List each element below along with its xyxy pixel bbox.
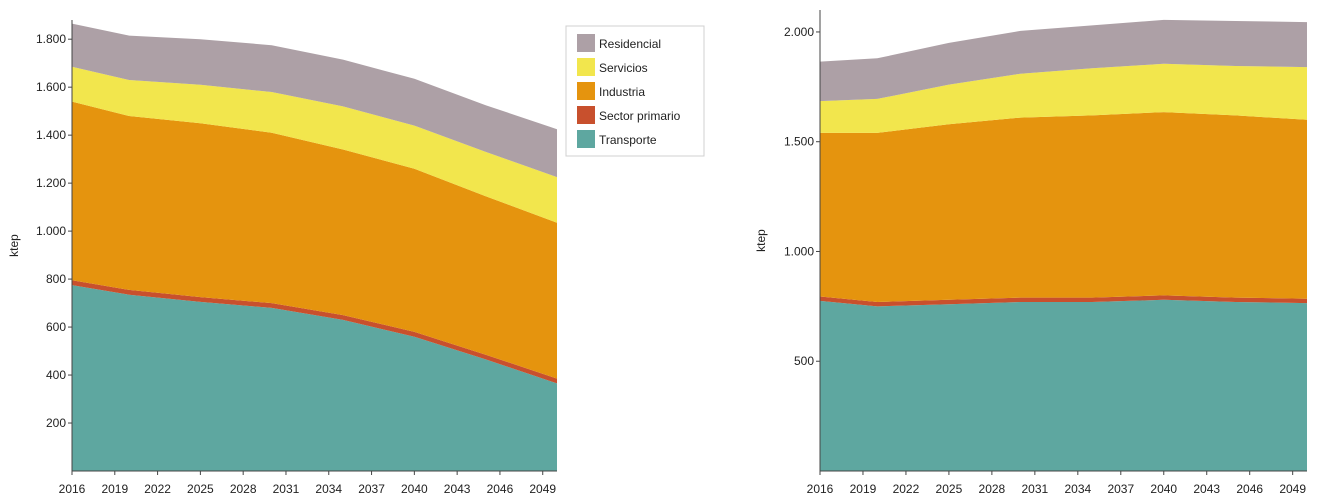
legend-swatch-industria [577,82,595,100]
x-tick-label: 2034 [1064,482,1091,496]
area-residencial [72,23,557,178]
y-tick-label: 1.800 [36,32,66,46]
legend-label-residencial: Residencial [599,37,661,51]
y-tick-label: 1.200 [36,176,66,190]
area-sector-primario [72,280,557,384]
x-tick-label: 2046 [487,482,514,496]
x-tick-label: 2028 [230,482,257,496]
legend-swatch-transporte [577,130,595,148]
x-tick-label: 2046 [1236,482,1263,496]
y-tick-label: 500 [794,354,814,368]
area-servicios [820,63,1307,133]
legend-swatch-servicios [577,58,595,76]
y-tick-label: 1.600 [36,80,66,94]
legend-label-sector-primario: Sector primario [599,109,681,123]
x-tick-label: 2040 [401,482,428,496]
x-tick-label: 2037 [358,482,385,496]
x-tick-label: 2034 [315,482,342,496]
x-tick-label: 2022 [144,482,171,496]
legend-label-industria: Industria [599,85,645,99]
x-tick-label: 2049 [1279,482,1306,496]
y-tick-label: 200 [46,416,66,430]
y-tick-label: 1.500 [784,135,814,149]
x-tick-label: 2019 [850,482,877,496]
area-industria [72,101,557,379]
area-layers [820,19,1307,471]
y-tick-label: 800 [46,272,66,286]
area-transporte [72,285,557,471]
legend: Residencial Servicios Industria Sector prim… [565,25,705,157]
area-layers [72,23,557,471]
legend-swatch-residencial [577,34,595,52]
x-tick-label: 2049 [529,482,556,496]
legend-label-transporte: Transporte [599,133,657,147]
x-tick-label: 2025 [936,482,963,496]
y-tick-label: 600 [46,320,66,334]
x-tick-label: 2016 [59,482,86,496]
x-tick-label: 2025 [187,482,214,496]
x-tick-label: 2043 [444,482,471,496]
area-residencial [820,19,1307,102]
y-axis-label: ktep [7,234,21,257]
y-tick-label: 1.000 [36,224,66,238]
area-servicios [72,66,557,223]
y-tick-label: 2.000 [784,25,814,39]
y-tick-label: 400 [46,368,66,382]
legend-label-servicios: Servicios [599,61,648,75]
x-tick-label: 2031 [273,482,300,496]
x-tick-label: 2019 [101,482,128,496]
area-sector-primario [820,295,1307,307]
chart-left: 200 400 600 800 1.000 1.200 1.400 1.600 1.800 201… [7,20,557,496]
x-tick-label: 2022 [893,482,920,496]
area-industria [820,112,1307,302]
x-tick-label: 2037 [1107,482,1134,496]
x-tick-label: 2043 [1193,482,1220,496]
y-axis-label: ktep [754,229,768,252]
x-tick-label: 2031 [1022,482,1049,496]
area-transporte [820,299,1307,471]
x-tick-label: 2040 [1150,482,1177,496]
x-tick-label: 2028 [979,482,1006,496]
chart-right: 500 1.000 1.500 2.000 2016 2019 2022 2025 2028 20… [754,10,1307,496]
x-tick-label: 2016 [807,482,834,496]
y-tick-label: 1.400 [36,128,66,142]
legend-swatch-sector-primario [577,106,595,124]
y-tick-label: 1.000 [784,244,814,258]
